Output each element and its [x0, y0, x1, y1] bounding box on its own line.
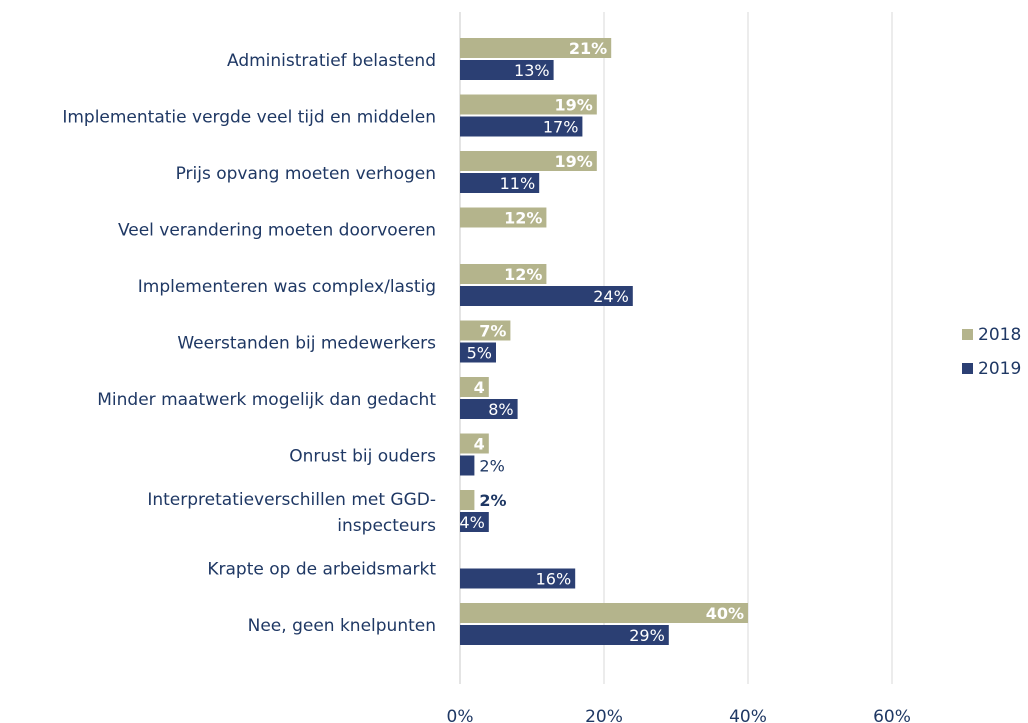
x-tick-label: 0%	[447, 707, 474, 723]
bar-2018	[460, 94, 597, 115]
bar-2018	[460, 264, 547, 284]
category-labels: Administratief belastend Implementatie ve…	[62, 51, 436, 636]
bar-2018	[460, 207, 547, 228]
legend: 2018 2019	[962, 325, 1021, 379]
bar-2018	[460, 377, 489, 397]
bar-2019	[460, 173, 540, 193]
bar-2018	[460, 490, 475, 510]
category-label: Weerstanden bij medewerkers	[177, 334, 436, 354]
data-label-2018: 19%	[555, 152, 593, 171]
bar-2019	[460, 455, 475, 476]
legend-swatch-2019	[962, 363, 973, 374]
data-label-2018: 4	[474, 435, 485, 454]
bar-2019	[460, 512, 489, 532]
data-label-2019: 13%	[514, 61, 550, 80]
bars: 21% 13% 19% 17% 19% 11% 12% 12% 24% 7% 5% 48%4 2% 2% 4…	[459, 38, 748, 645]
bar-2019	[460, 342, 496, 363]
category-label: Interpretatieverschillen met GGD-	[147, 490, 436, 510]
data-label-2018: 19%	[555, 96, 593, 115]
bar-2018	[460, 38, 612, 58]
category-label: Minder maatwerk mogelijk dan gedacht	[97, 390, 436, 410]
category-label: Implementatie vergde veel tijd en middel…	[62, 108, 436, 128]
data-label-2019: 17%	[543, 118, 579, 137]
data-label-2018: 40%	[706, 604, 744, 623]
bar-2018	[460, 320, 511, 341]
data-label-2019: 24%	[593, 287, 629, 306]
data-label-2019: 4%	[459, 513, 484, 532]
bar-2019	[460, 60, 554, 80]
legend-label-2019: 2019	[978, 359, 1021, 379]
data-label-2019: 5%	[467, 344, 492, 363]
bar-2019	[460, 286, 633, 306]
category-label: Veel verandering moeten doorvoeren	[118, 221, 436, 241]
legend-label-2018: 2018	[978, 325, 1021, 345]
category-label: Onrust bij ouders	[289, 447, 436, 467]
data-label-2019: 16%	[536, 570, 572, 589]
category-label: Implementeren was complex/lastig	[138, 277, 436, 297]
data-label-2019: 8%	[488, 400, 513, 419]
bar-2019	[460, 625, 669, 645]
bar-2018	[460, 433, 489, 454]
data-label-2018: 4	[474, 378, 485, 397]
category-label: Nee, geen knelpunten	[248, 616, 436, 636]
x-tick-label: 40%	[729, 707, 767, 723]
x-tick-label: 60%	[873, 707, 911, 723]
data-label-2018: 7%	[479, 322, 506, 341]
data-label-2019: 29%	[629, 626, 665, 645]
data-label-2019: 2%	[479, 457, 504, 476]
category-label: Krapte op de arbeidsmarkt	[207, 560, 436, 580]
x-tick-label: 20%	[585, 707, 623, 723]
x-axis-tick-labels: 0% 20% 40% 60%	[447, 707, 911, 723]
bar-2018	[460, 151, 597, 171]
data-label-2019: 11%	[500, 174, 536, 193]
category-label: Prijs opvang moeten verhogen	[176, 164, 436, 184]
legend-swatch-2018	[962, 329, 973, 340]
data-label-2018: 2%	[479, 491, 506, 510]
bar-2019	[460, 116, 583, 137]
category-label: Administratief belastend	[227, 51, 436, 71]
bar-2019	[460, 399, 518, 419]
data-label-2018: 21%	[569, 39, 607, 58]
bar-2019	[460, 568, 576, 589]
data-label-2018: 12%	[504, 209, 542, 228]
category-label: inspecteurs	[337, 516, 436, 536]
data-label-2018: 12%	[504, 265, 542, 284]
bar-2018	[460, 603, 748, 623]
